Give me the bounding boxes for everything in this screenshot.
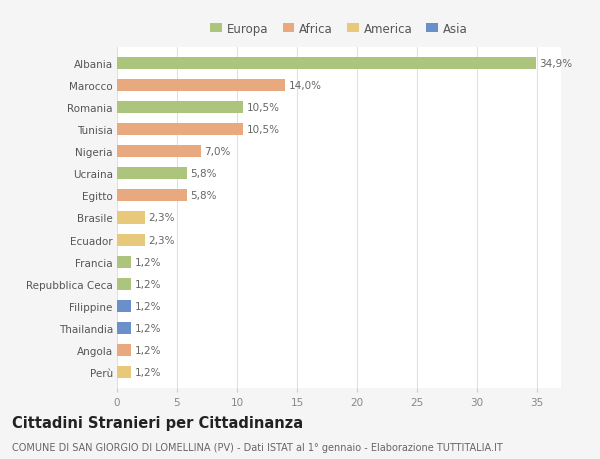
Bar: [117, 300, 131, 312]
Bar: [117, 278, 131, 290]
Bar: [117, 234, 145, 246]
Bar: [117, 256, 131, 268]
Bar: [117, 190, 187, 202]
Bar: [117, 322, 131, 334]
Bar: [117, 344, 131, 357]
Text: 14,0%: 14,0%: [289, 81, 322, 91]
Bar: [117, 124, 243, 136]
Text: 1,2%: 1,2%: [135, 301, 161, 311]
Bar: [117, 57, 536, 70]
Text: Cittadini Stranieri per Cittadinanza: Cittadini Stranieri per Cittadinanza: [12, 415, 303, 431]
Text: 1,2%: 1,2%: [135, 257, 161, 267]
Text: 5,8%: 5,8%: [190, 191, 217, 201]
Bar: [117, 102, 243, 114]
Text: 5,8%: 5,8%: [190, 169, 217, 179]
Text: 1,2%: 1,2%: [135, 367, 161, 377]
Text: 10,5%: 10,5%: [247, 103, 280, 113]
Text: 34,9%: 34,9%: [539, 59, 572, 69]
Text: 2,3%: 2,3%: [148, 235, 175, 245]
Bar: [117, 366, 131, 379]
Bar: [117, 212, 145, 224]
Text: COMUNE DI SAN GIORGIO DI LOMELLINA (PV) - Dati ISTAT al 1° gennaio - Elaborazion: COMUNE DI SAN GIORGIO DI LOMELLINA (PV) …: [12, 442, 503, 452]
Bar: [117, 168, 187, 180]
Text: 1,2%: 1,2%: [135, 323, 161, 333]
Text: 1,2%: 1,2%: [135, 279, 161, 289]
Text: 2,3%: 2,3%: [148, 213, 175, 223]
Bar: [117, 146, 201, 158]
Text: 1,2%: 1,2%: [135, 345, 161, 355]
Legend: Europa, Africa, America, Asia: Europa, Africa, America, Asia: [211, 22, 467, 35]
Text: 10,5%: 10,5%: [247, 125, 280, 135]
Text: 7,0%: 7,0%: [205, 147, 231, 157]
Bar: [117, 79, 285, 92]
